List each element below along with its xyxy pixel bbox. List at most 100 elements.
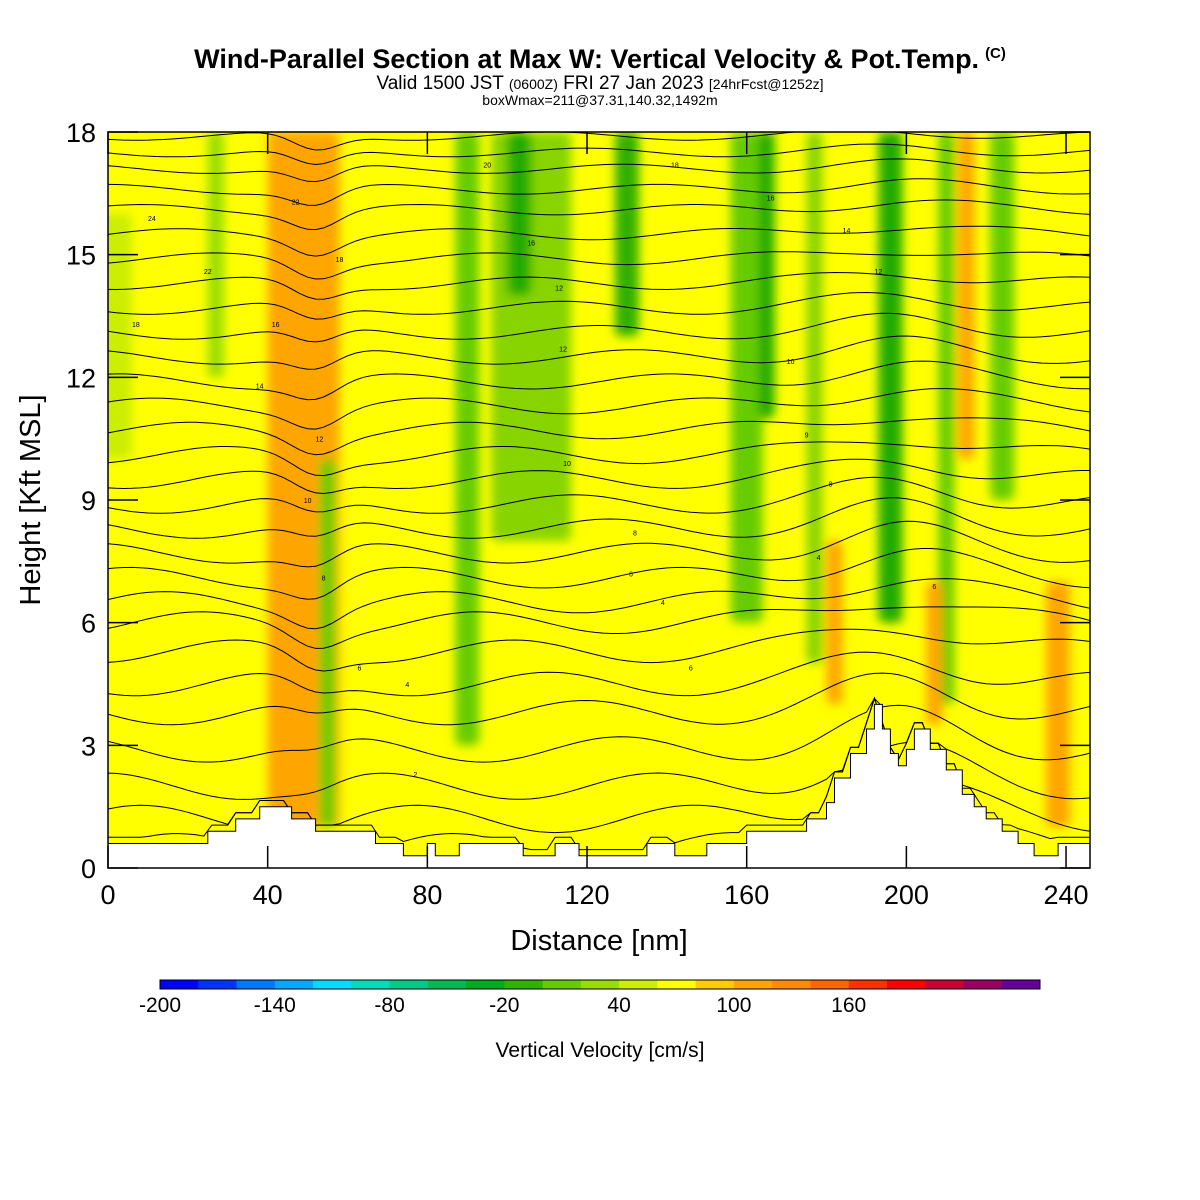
colorbar-swatch-11 (580, 980, 620, 989)
x-tick-label-4: 160 (724, 880, 769, 910)
contour-label-25: 8 (633, 531, 637, 538)
velocity-feature-12 (878, 132, 903, 623)
theta-contour-13 (108, 458, 1090, 495)
colorbar-swatch-22 (1001, 980, 1041, 989)
velocity-feature-14 (990, 132, 1015, 500)
colorbar-tick-5: 100 (716, 994, 751, 1017)
contour-label-11: 4 (405, 682, 409, 689)
colorbar-swatch-20 (925, 980, 964, 989)
contour-label-16: 16 (767, 195, 775, 202)
theta-contour-12 (108, 476, 1090, 514)
contour-label-21: 10 (787, 359, 795, 366)
contour-label-24: 8 (829, 482, 833, 489)
chart-box-info: boxWmax=211@37.31,140.32,1492m (482, 92, 718, 108)
chart-title: Wind-Parallel Section at Max W: Vertical… (194, 44, 1006, 74)
colorbar-swatch-13 (657, 980, 697, 989)
velocity-feature-5 (455, 132, 480, 746)
colorbar-tick-1: -140 (254, 994, 296, 1017)
contour-label-0: 24 (148, 216, 156, 223)
velocity-feature-8 (614, 132, 639, 337)
contour-label-8: 10 (304, 498, 312, 505)
theta-contour-22 (108, 251, 1090, 280)
colorbar-swatch-19 (886, 980, 926, 989)
contour-label-20: 12 (559, 347, 567, 354)
potential-temperature-contours (108, 132, 1090, 851)
contour-label-30: 6 (689, 666, 693, 673)
contour-label-27: 4 (661, 600, 665, 607)
contour-label-15: 16 (527, 240, 535, 247)
colorbar-swatch-10 (542, 980, 582, 989)
theta-contour-27 (108, 143, 1090, 166)
theta-contour-4 (108, 672, 1090, 726)
colorbar-tick-6: 160 (831, 994, 866, 1017)
colorbar-swatch-18 (848, 980, 888, 989)
colorbar-swatch-8 (466, 980, 505, 989)
theta-contour-5 (108, 651, 1090, 697)
contour-label-17: 14 (843, 228, 851, 235)
velocity-feature-15 (826, 540, 843, 705)
contour-label-28: 4 (817, 555, 821, 562)
theta-contour-6 (108, 628, 1090, 672)
colorbar-frame (159, 979, 1041, 990)
contour-label-5: 18 (336, 257, 344, 264)
y-tick-label-5: 15 (66, 241, 96, 271)
colorbar-swatch-5 (351, 980, 390, 989)
contour-label-12: 2 (413, 772, 417, 779)
contour-label-18: 12 (555, 285, 563, 292)
velocity-feature-4 (207, 132, 224, 378)
x-tick-label-0: 0 (100, 880, 115, 910)
theta-contour-20 (108, 291, 1090, 320)
theta-contour-15 (108, 417, 1090, 456)
velocity-feature-9 (730, 132, 763, 623)
y-tick-label-6: 18 (66, 118, 96, 148)
theta-contour-26 (108, 158, 1090, 183)
theta-contour-28 (108, 132, 1090, 151)
colorbar-swatch-0 (160, 980, 199, 989)
colorbar-swatch-9 (504, 980, 544, 989)
theta-contour-7 (108, 606, 1090, 649)
colorbar-swatch-12 (619, 980, 658, 989)
theta-contour-25 (108, 178, 1090, 206)
x-tick-label-5: 200 (884, 880, 929, 910)
theta-contour-16 (108, 388, 1090, 430)
y-axis-label: Height [Kft MSL] (15, 394, 47, 605)
contour-label-6: 14 (256, 384, 264, 391)
colorbar-title: Vertical Velocity [cm/s] (496, 1039, 705, 1062)
colorbar-swatch-21 (963, 980, 1003, 989)
theta-contour-10 (108, 520, 1090, 568)
colorbar-swatch-2 (236, 980, 276, 989)
contour-label-2: 22 (204, 269, 212, 276)
velocity-feature-11 (806, 132, 823, 664)
contour-label-3: 18 (132, 322, 140, 329)
x-tick-label-2: 80 (412, 880, 442, 910)
colorbar: -200 -140 -80 -20 40 100 160 (139, 979, 1041, 1017)
theta-contour-3 (108, 697, 1090, 763)
colorbar-swatch-17 (810, 980, 850, 989)
theta-contour-17 (108, 360, 1090, 401)
theta-contour-9 (108, 548, 1090, 600)
x-tick-label-3: 120 (564, 880, 609, 910)
velocity-feature-10 (758, 132, 775, 419)
x-tick-label-6: 240 (1044, 880, 1089, 910)
velocity-feature-18 (1046, 581, 1071, 828)
chart-valid-time: Valid 1500 JST (0600Z) FRI 27 Jan 2023 [… (376, 73, 824, 94)
theta-contour-24 (108, 199, 1090, 231)
contour-label-22: 10 (563, 461, 571, 468)
contour-label-19: 12 (875, 269, 883, 276)
y-tick-label-3: 9 (81, 486, 96, 516)
contour-label-29: 6 (932, 584, 936, 591)
colorbar-tick-2: -80 (374, 994, 404, 1017)
colorbar-swatch-3 (274, 980, 314, 989)
theta-contour-11 (108, 497, 1090, 539)
x-axis-label: Distance [nm] (510, 925, 687, 957)
theta-contour-14 (108, 441, 1090, 477)
colorbar-swatch-16 (772, 980, 811, 989)
colorbar-tick-0: -200 (139, 994, 181, 1017)
terrain (107, 703, 1091, 869)
theta-contour-18 (108, 335, 1090, 370)
contour-label-14: 18 (671, 163, 679, 170)
colorbar-tick-3: -20 (489, 994, 519, 1017)
velocity-feature-16 (926, 581, 943, 725)
contour-label-4: 16 (272, 322, 280, 329)
